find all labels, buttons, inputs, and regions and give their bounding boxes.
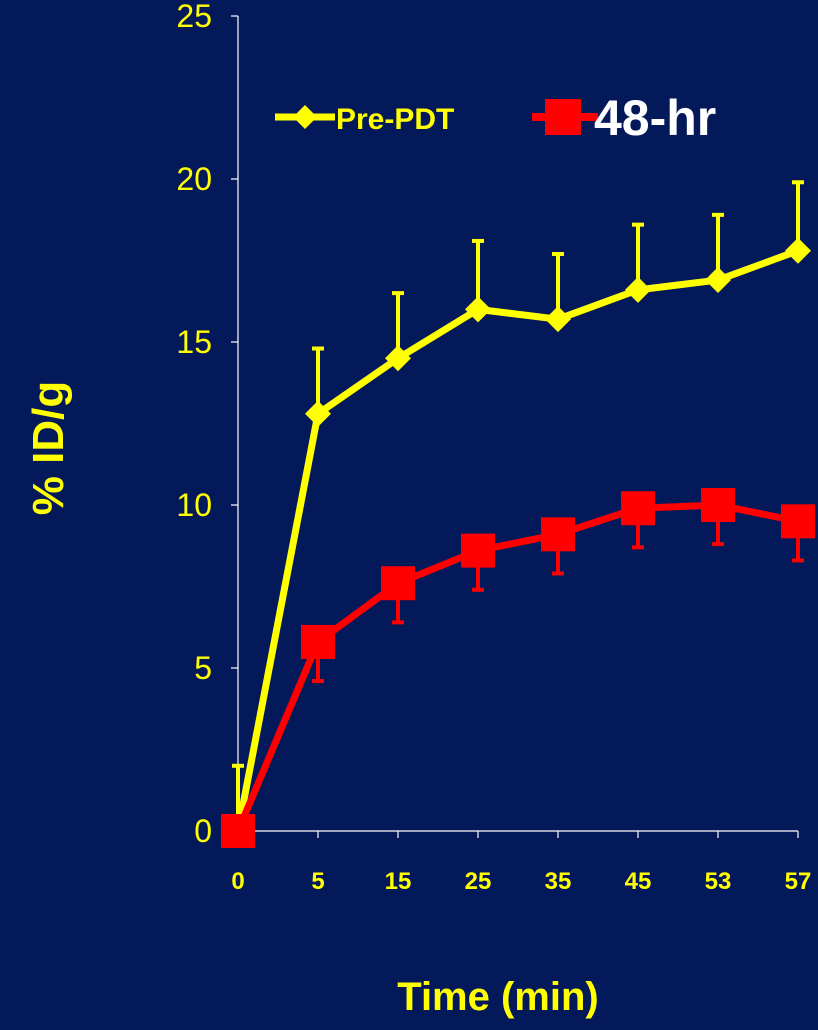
data-point-48-hr-45 (621, 491, 655, 526)
x-tick-labels: 0 5 15 25 35 45 53 57 (231, 868, 811, 895)
x-tick-label-5: 5 (311, 868, 324, 895)
legend-48-hr-marker (545, 99, 581, 135)
legend-pre-pdt-marker (293, 105, 317, 129)
data-point-pre-pdt-35 (545, 306, 571, 333)
data-point-pre-pdt-5 (305, 400, 331, 427)
data-point-48-hr-5 (301, 624, 335, 659)
x-tick-label-53: 53 (705, 868, 732, 895)
y-tick-label-15: 15 (176, 324, 212, 360)
data-point-48-hr-15 (381, 566, 415, 601)
series-line-48-hr (234, 501, 799, 833)
data-point-48-hr-53 (701, 488, 735, 522)
data-point-pre-pdt-15 (385, 345, 411, 372)
series-48-hr (221, 488, 815, 848)
data-point-pre-pdt-57 (785, 237, 811, 264)
series-pre-pdt (225, 180, 811, 844)
series-line-pre-pdt (234, 247, 800, 832)
series-layer (221, 180, 815, 848)
legend: Pre-PDT 48-hr (275, 90, 716, 146)
x-tick-label-15: 15 (385, 868, 412, 895)
x-tick-label-45: 45 (625, 868, 652, 895)
data-point-pre-pdt-25 (465, 296, 491, 323)
x-tick-label-0: 0 (231, 868, 244, 895)
legend-item-pre-pdt: Pre-PDT (275, 103, 454, 136)
y-axis-label: % ID/g (24, 381, 73, 515)
data-point-48-hr-35 (541, 517, 575, 552)
y-tick-label-25: 25 (176, 0, 212, 34)
x-axis-label: Time (min) (397, 975, 599, 1019)
data-point-pre-pdt-45 (625, 276, 651, 303)
data-point-48-hr-25 (461, 533, 495, 568)
x-tick-label-25: 25 (465, 868, 492, 895)
x-tick-label-57: 57 (785, 868, 812, 895)
x-tick-label-35: 35 (545, 868, 572, 895)
y-tick-label-10: 10 (176, 487, 212, 523)
legend-pre-pdt-label: Pre-PDT (336, 103, 454, 136)
data-point-pre-pdt-53 (705, 267, 731, 294)
y-tick-label-0: 0 (194, 813, 212, 849)
y-tick-label-5: 5 (194, 650, 212, 686)
legend-48-hr-label: 48-hr (594, 90, 716, 146)
data-point-48-hr-57 (781, 504, 815, 539)
y-tick-labels: 0 5 10 15 20 25 (176, 0, 212, 849)
data-point-48-hr-0 (221, 814, 255, 848)
y-tick-label-20: 20 (176, 161, 212, 197)
axes (231, 15, 799, 838)
legend-item-48-hr: 48-hr (532, 90, 716, 146)
